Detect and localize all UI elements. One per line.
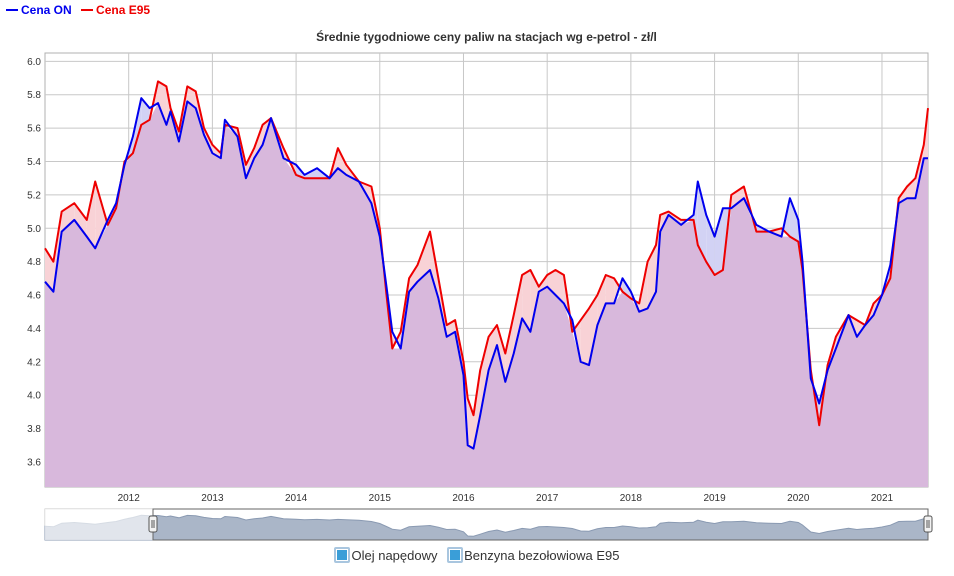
difference-band [480, 336, 489, 416]
difference-band [158, 81, 167, 125]
difference-band [141, 98, 150, 125]
legend-diesel-label: Olej napędowy [351, 547, 438, 563]
legend-petrol-label: Benzyna bezołowiowa E95 [464, 547, 620, 563]
legend-item-on[interactable]: Cena ON [6, 3, 75, 17]
difference-band [697, 181, 707, 262]
y-tick-label: 5.0 [27, 224, 41, 235]
chart-title: Średnie tygodniowe ceny paliw na stacjac… [316, 30, 657, 44]
difference-band [731, 186, 744, 209]
difference-band [706, 214, 715, 275]
difference-band [530, 270, 539, 332]
x-tick-label: 2012 [118, 493, 141, 504]
x-tick-label: 2019 [703, 493, 726, 504]
difference-band [409, 265, 418, 292]
x-tick-label: 2016 [452, 493, 475, 504]
navigator[interactable] [44, 508, 933, 541]
difference-band [337, 148, 347, 175]
difference-band [555, 270, 564, 304]
line-layer [44, 80, 929, 450]
x-tick-label: 2018 [620, 493, 643, 504]
legend-e95-swatch [81, 8, 94, 11]
x-tick-label: 2014 [285, 493, 308, 504]
y-tick-label: 3.6 [27, 457, 41, 468]
series-line-on [44, 97, 928, 450]
difference-band [580, 308, 589, 366]
difference-band [589, 295, 598, 366]
checkbox-petrol[interactable] [447, 547, 464, 563]
difference-band [505, 315, 514, 382]
x-tick-label: 2020 [787, 493, 810, 504]
y-tick-label: 4.6 [27, 291, 41, 302]
bottom-legend: Olej napędowy Benzyna bezołowiowa E95 [0, 547, 954, 566]
x-tick-label: 2013 [201, 493, 224, 504]
x-tick-label: 2017 [536, 493, 559, 504]
difference-band [605, 275, 615, 304]
axis-layer: 3.6 3.8 4.0 4.2 4.4 4.6 4.8 5.0 5.2 5.4 5.6 5.8 6.0 2… [27, 57, 893, 504]
top-legend: Cena ON Cena E95 [6, 3, 156, 17]
y-tick-label: 4.2 [27, 357, 41, 368]
navigator-right-handle[interactable] [923, 515, 933, 533]
difference-band [497, 325, 506, 382]
y-tick-label: 5.2 [27, 190, 41, 201]
difference-band [597, 275, 606, 326]
difference-band [95, 181, 108, 249]
navigator-unselected-mask [45, 509, 153, 540]
difference-band [647, 245, 656, 309]
y-tick-label: 4.8 [27, 257, 41, 268]
legend-on-label: Cena ON [21, 3, 72, 17]
x-tick-label: 2021 [871, 493, 894, 504]
difference-band [417, 231, 430, 282]
y-tick-label: 5.4 [27, 157, 41, 168]
y-tick-label: 4.0 [27, 391, 41, 402]
series-line-e95 [44, 80, 929, 427]
difference-band [907, 178, 916, 199]
difference-band [714, 208, 723, 275]
y-tick-label: 3.8 [27, 424, 41, 435]
difference-band [522, 270, 531, 332]
legend-toggle-petrol[interactable]: Benzyna bezołowiowa E95 [447, 547, 620, 563]
y-tick-label: 5.6 [27, 124, 41, 135]
difference-band [789, 198, 799, 242]
base-area [45, 101, 928, 488]
navigator-series-area [44, 514, 929, 541]
difference-band [513, 275, 523, 354]
checkbox-diesel[interactable] [334, 547, 351, 563]
difference-band [86, 181, 96, 249]
y-tick-label: 6.0 [27, 57, 41, 68]
y-tick-label: 4.4 [27, 324, 41, 335]
legend-toggle-diesel[interactable]: Olej napędowy [334, 547, 437, 563]
navigator-left-handle[interactable] [148, 515, 158, 533]
legend-on-swatch [6, 8, 18, 11]
legend-e95-label: Cena E95 [96, 3, 151, 17]
difference-band [473, 370, 481, 449]
difference-band [488, 325, 497, 371]
legend-item-e95[interactable]: Cena E95 [81, 3, 150, 17]
y-tick-label: 5.8 [27, 90, 41, 101]
x-tick-label: 2015 [369, 493, 392, 504]
difference-band [74, 203, 87, 237]
